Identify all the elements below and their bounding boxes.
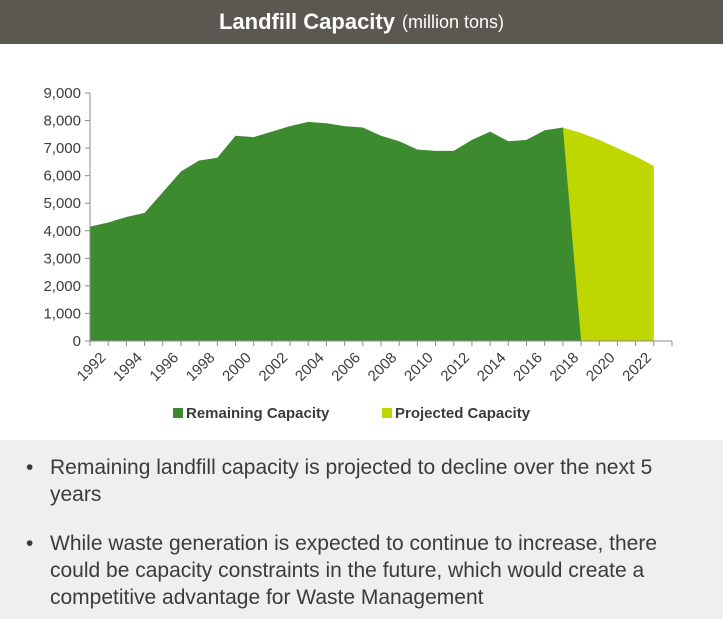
y-tick-label: 6,000 [43, 168, 81, 185]
y-tick-label: 4,000 [43, 223, 81, 240]
y-tick-label: 3,000 [43, 250, 81, 267]
x-tick-label: 1996 [146, 349, 182, 385]
y-tick-label: 0 [73, 333, 81, 350]
bullet-dot: • [26, 532, 34, 555]
bullet-text-1: Remaining landfill capacity is projected… [50, 456, 653, 506]
y-tick-label: 9,000 [43, 85, 81, 102]
bullet-text-2: While waste generation is expected to co… [50, 532, 658, 609]
legend-label: Projected Capacity [395, 405, 531, 422]
x-tick-label: 2010 [401, 349, 437, 385]
x-tick-label: 2018 [547, 349, 583, 385]
x-tick-label: 2014 [474, 349, 510, 385]
legend-swatch [173, 408, 183, 418]
x-tick-label: 2000 [219, 349, 255, 385]
x-tick-label: 2008 [365, 349, 401, 385]
x-tick-label: 2006 [328, 349, 364, 385]
y-tick-label: 7,000 [43, 140, 81, 157]
title-bar: Landfill Capacity (million tons) [0, 0, 723, 44]
y-tick-label: 1,000 [43, 305, 81, 322]
landfill-capacity-chart: 0 1,000 2,000 3,000 4,000 5,000 6,000 7,000 8,00… [43, 85, 673, 422]
x-tick-label: 2004 [292, 349, 328, 385]
x-tick-label: 1992 [74, 349, 110, 385]
series-area-projected-capacity [562, 127, 654, 341]
x-tick-label: 1994 [110, 349, 146, 385]
bullet-panel: • Remaining landfill capacity is project… [0, 440, 723, 619]
chart-title: Landfill Capacity [218, 9, 395, 34]
x-tick-label: 1998 [183, 349, 219, 385]
bullet-dot: • [26, 456, 34, 479]
legend-swatch [382, 408, 392, 418]
legend-label: Remaining Capacity [186, 405, 330, 422]
x-tick-label: 2002 [256, 349, 292, 385]
x-tick-label: 2016 [510, 349, 546, 385]
x-tick-label: 2020 [583, 349, 619, 385]
x-tick-label: 2022 [619, 349, 655, 385]
chart-area: 0 1,000 2,000 3,000 4,000 5,000 6,000 7,000 8,00… [0, 44, 723, 440]
y-tick-label: 2,000 [43, 278, 81, 295]
x-tick-label: 2012 [437, 349, 473, 385]
chart-subtitle: (million tons) [402, 11, 505, 32]
y-tick-label: 5,000 [43, 195, 81, 212]
series-area-remaining-capacity [90, 121, 582, 341]
y-tick-label: 8,000 [43, 113, 81, 130]
